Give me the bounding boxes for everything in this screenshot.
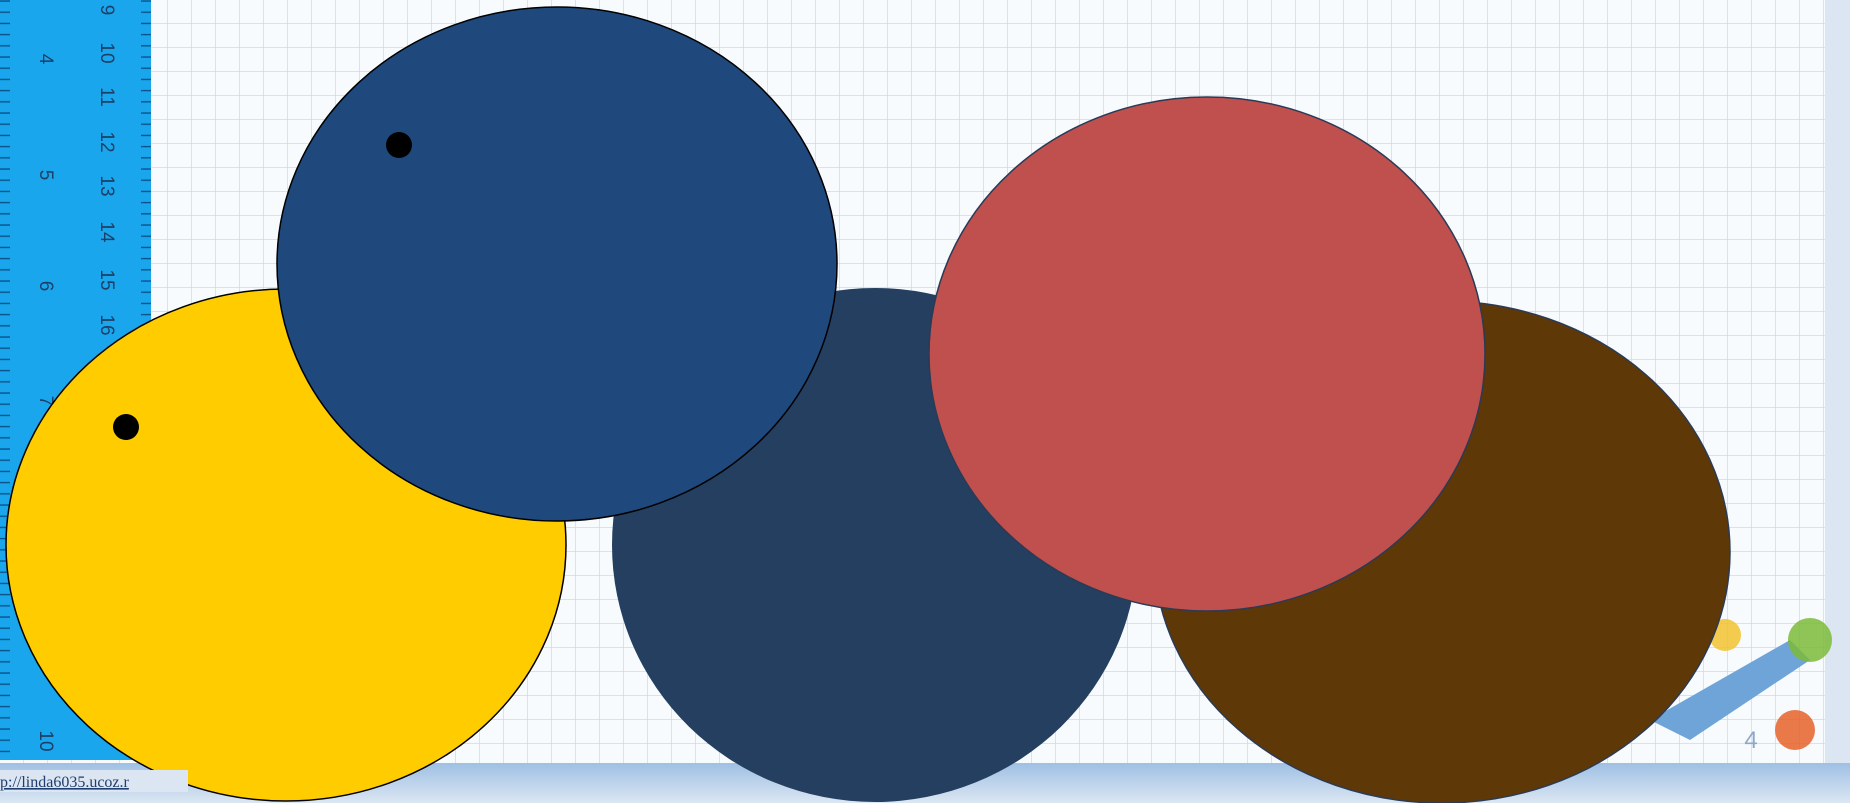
ruler-number: 13	[96, 175, 117, 196]
slide-number: 4	[1744, 727, 1757, 754]
ruler-number: 7	[35, 396, 56, 407]
ruler-number: 11	[96, 87, 117, 107]
pencil-icon	[1650, 640, 1810, 740]
ruler-number: 6	[35, 281, 56, 292]
ruler-number: 10	[35, 730, 56, 751]
blue-ellipse	[276, 6, 838, 522]
leaf	[1788, 618, 1832, 662]
ruler-number: 14	[96, 221, 117, 243]
decoration	[1650, 618, 1832, 750]
ruler-number: 10	[96, 42, 117, 63]
dot	[113, 414, 139, 440]
ruler-number: 16	[96, 314, 117, 335]
url-background	[0, 770, 188, 792]
ruler-number: 9	[96, 5, 117, 16]
ruler-number: 12	[96, 131, 117, 152]
url: p://linda6035.ucoz.r	[0, 774, 130, 791]
leaf	[1775, 710, 1815, 750]
red-ellipse	[928, 96, 1486, 612]
ruler-number: 4	[35, 54, 56, 65]
ruler-number: 15	[96, 269, 117, 290]
dot	[386, 132, 412, 158]
ruler-number: 5	[35, 170, 56, 181]
right-border	[1825, 0, 1850, 803]
